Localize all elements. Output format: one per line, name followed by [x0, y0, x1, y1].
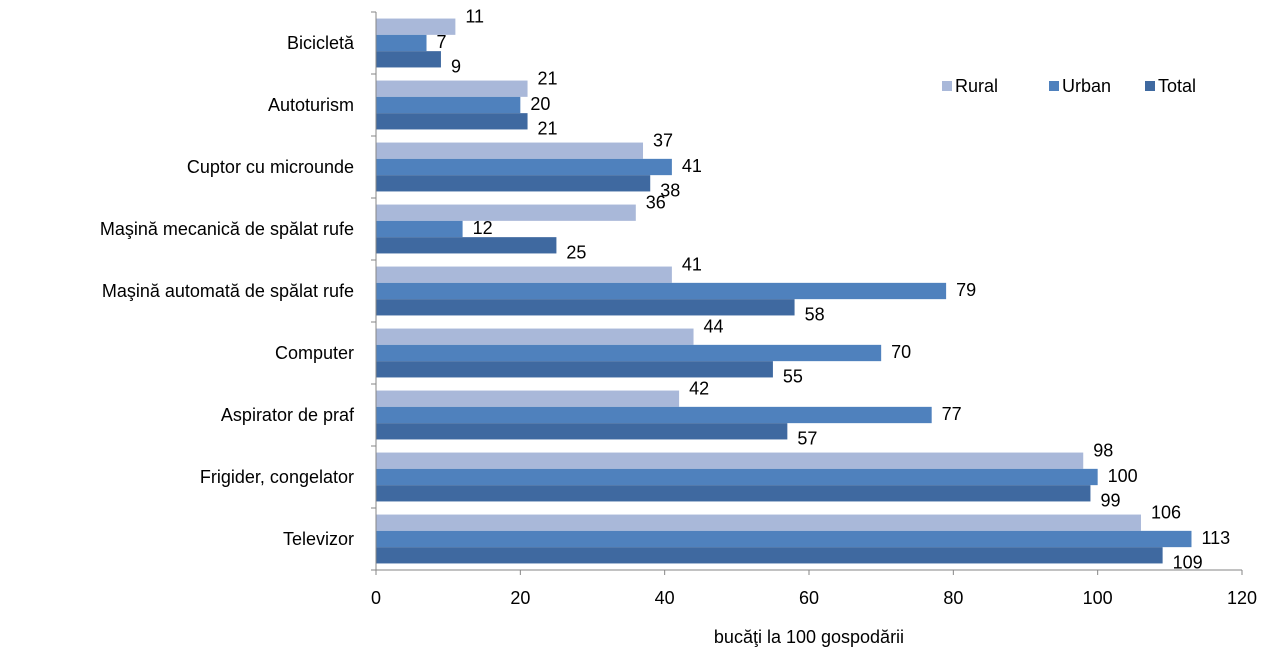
- bar-rural-aspirator-de-praf: [376, 390, 680, 407]
- bar-urban-computer: [376, 344, 882, 362]
- bar-urban-masina-mecanica-de-spalat-rufe: [376, 220, 463, 238]
- bar-rural-televizor: [376, 514, 1141, 531]
- bar-total-bicicleta: [376, 51, 441, 68]
- bar-total-televizor: [376, 547, 1163, 564]
- category-label-televizor: Televizor: [283, 529, 354, 549]
- legend-label-rural: Rural: [955, 76, 998, 96]
- category-label-computer: Computer: [275, 343, 354, 363]
- data-label-urban-bicicleta: 7: [437, 32, 447, 52]
- data-label-urban-masina-automata-de-spalat-rufe: 79: [956, 280, 976, 300]
- data-label-total-cuptor-cu-microunde: 38: [660, 180, 680, 200]
- legend-label-urban: Urban: [1062, 76, 1111, 96]
- data-label-rural-frigider-congelator: 98: [1093, 441, 1113, 461]
- bar-total-cuptor-cu-microunde: [376, 175, 651, 192]
- bar-urban-cuptor-cu-microunde: [376, 158, 672, 176]
- data-labels-group: 1179212021374138361225417958447055427757…: [437, 7, 1231, 573]
- bar-rural-masina-automata-de-spalat-rufe: [376, 266, 672, 283]
- category-label-autoturism: Autoturism: [268, 95, 354, 115]
- bar-rural-bicicleta: [376, 18, 456, 35]
- data-label-total-frigider-congelator: 99: [1100, 490, 1120, 510]
- data-label-total-aspirator-de-praf: 57: [797, 428, 817, 448]
- bar-urban-autoturism: [376, 96, 521, 114]
- legend-swatch-urban: [1049, 81, 1059, 91]
- x-ticks-group: 0 20 40 60 80 100 120: [371, 11, 1257, 608]
- data-label-total-masina-automata-de-spalat-rufe: 58: [805, 304, 825, 324]
- legend: Rural Urban Total: [942, 76, 1196, 96]
- data-label-urban-aspirator-de-praf: 77: [942, 404, 962, 424]
- bar-urban-televizor: [376, 530, 1192, 548]
- category-label-aspirator-de-praf: Aspirator de praf: [221, 405, 355, 425]
- bar-urban-masina-automata-de-spalat-rufe: [376, 282, 947, 300]
- data-label-total-autoturism: 21: [538, 118, 558, 138]
- data-label-urban-cuptor-cu-microunde: 41: [682, 156, 702, 176]
- x-tick-label: 40: [655, 588, 675, 608]
- bar-urban-frigider-congelator: [376, 468, 1098, 486]
- bar-total-aspirator-de-praf: [376, 423, 788, 440]
- data-label-rural-autoturism: 21: [538, 69, 558, 89]
- data-label-total-computer: 55: [783, 366, 803, 386]
- data-label-rural-televizor: 106: [1151, 503, 1181, 523]
- data-label-rural-computer: 44: [704, 317, 724, 337]
- category-labels-group: Bicicletă Autoturism Cuptor cu microunde Ma…: [100, 33, 355, 549]
- data-label-urban-televizor: 113: [1201, 528, 1230, 548]
- x-tick-label: 20: [510, 588, 530, 608]
- data-label-rural-bicicleta: 11: [465, 7, 484, 27]
- bar-rural-cuptor-cu-microunde: [376, 142, 644, 159]
- data-label-urban-autoturism: 20: [530, 94, 550, 114]
- bar-total-masina-automata-de-spalat-rufe: [376, 299, 795, 316]
- bar-total-masina-mecanica-de-spalat-rufe: [376, 237, 557, 254]
- x-tick-label: 100: [1083, 588, 1113, 608]
- data-label-rural-cuptor-cu-microunde: 37: [653, 131, 673, 151]
- bar-rural-masina-mecanica-de-spalat-rufe: [376, 204, 636, 221]
- data-label-total-televizor: 109: [1173, 552, 1203, 572]
- bar-total-frigider-congelator: [376, 485, 1091, 502]
- legend-swatch-total: [1145, 81, 1155, 91]
- category-label-masina-mecanica-de-spalat-rufe: Maşină mecanică de spălat rufe: [100, 219, 354, 239]
- data-label-rural-aspirator-de-praf: 42: [689, 379, 709, 399]
- category-label-cuptor-cu-microunde: Cuptor cu microunde: [187, 157, 354, 177]
- data-label-total-masina-mecanica-de-spalat-rufe: 25: [566, 242, 586, 262]
- x-axis-title: bucăţi la 100 gospodării: [714, 627, 904, 647]
- legend-swatch-rural: [942, 81, 952, 91]
- category-label-masina-automata-de-spalat-rufe: Maşină automată de spălat rufe: [102, 281, 354, 301]
- data-label-urban-masina-mecanica-de-spalat-rufe: 12: [473, 218, 493, 238]
- x-tick-label: 60: [799, 588, 819, 608]
- data-label-urban-computer: 70: [891, 342, 911, 362]
- bar-total-computer: [376, 361, 773, 378]
- data-label-urban-frigider-congelator: 100: [1108, 466, 1138, 486]
- legend-label-total: Total: [1158, 76, 1196, 96]
- x-tick-label: 0: [371, 588, 381, 608]
- data-label-rural-masina-mecanica-de-spalat-rufe: 36: [646, 193, 666, 213]
- x-tick-label: 120: [1227, 588, 1257, 608]
- bar-rural-frigider-congelator: [376, 452, 1084, 469]
- bars-group: [376, 18, 1192, 564]
- data-label-total-bicicleta: 9: [451, 56, 461, 76]
- category-label-frigider-congelator: Frigider, congelator: [200, 467, 354, 487]
- category-label-bicicleta: Bicicletă: [287, 33, 355, 53]
- data-label-rural-masina-automata-de-spalat-rufe: 41: [682, 255, 702, 275]
- bar-urban-aspirator-de-praf: [376, 406, 932, 424]
- bar-rural-computer: [376, 328, 694, 345]
- bar-total-autoturism: [376, 113, 528, 130]
- x-tick-label: 80: [943, 588, 963, 608]
- bar-urban-bicicleta: [376, 34, 427, 52]
- bar-rural-autoturism: [376, 80, 528, 97]
